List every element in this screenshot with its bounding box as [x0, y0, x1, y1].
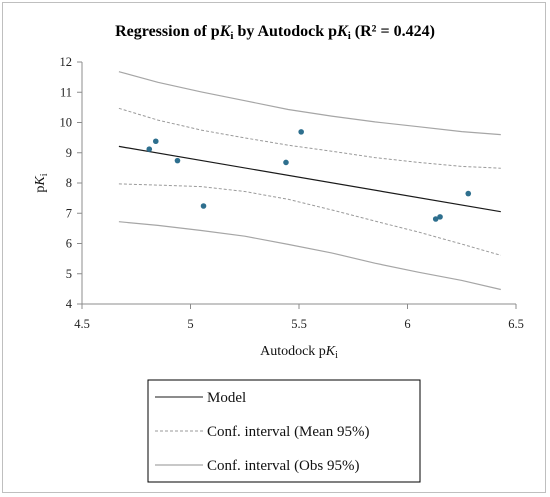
title-part: (R² = 0.424) — [351, 23, 435, 40]
data-point — [200, 203, 207, 209]
y-tick-label: 8 — [66, 176, 72, 190]
y-tick-label: 12 — [60, 55, 73, 69]
x-tick-label: 6 — [404, 317, 410, 331]
legend-model-label: Model — [207, 390, 246, 406]
data-point — [146, 146, 153, 152]
legend-ci-obs-label: Conf. interval (Obs 95%) — [207, 458, 359, 474]
y-ticks: 4 5 6 7 8 9 10 11 12 — [60, 55, 82, 311]
data-point — [174, 157, 181, 164]
y-tick-label: 6 — [66, 237, 72, 251]
ci-obs-lower-line — [118, 221, 501, 291]
x-tick-label: 4.5 — [74, 317, 90, 331]
title-part: Regression of p — [115, 23, 220, 40]
y-label-sub: i — [39, 173, 50, 176]
data-point — [152, 138, 159, 145]
legend-ci-mean-label: Conf. interval (Mean 95%) — [207, 424, 369, 440]
ci-obs-lines — [118, 71, 501, 291]
model-line-group — [118, 145, 501, 213]
x-label-sub: i — [335, 350, 338, 361]
y-tick-label: 4 — [66, 297, 73, 311]
ci-obs-upper-line — [118, 71, 501, 136]
data-point — [298, 129, 304, 135]
data-point — [432, 216, 439, 222]
y-tick-label: 10 — [60, 116, 73, 130]
y-label-k: K — [33, 176, 48, 187]
x-label-k: K — [325, 344, 336, 359]
x-tick-label: 5.5 — [291, 317, 307, 331]
y-tick-label: 11 — [60, 85, 72, 99]
title-k: K — [219, 23, 232, 40]
data-point — [465, 190, 472, 197]
title-part: by Autodock p — [233, 23, 337, 40]
x-label-text: Autodock p — [260, 344, 326, 359]
data-point — [437, 214, 443, 220]
x-tick-label: 6.5 — [508, 317, 524, 331]
ci-mean-lines — [118, 107, 501, 256]
y-label-text: p — [33, 186, 48, 193]
x-axis-label: Autodock pKi — [260, 344, 338, 361]
model-line — [118, 145, 501, 213]
y-tick-label: 5 — [66, 267, 72, 281]
title-k: K — [336, 23, 349, 40]
x-ticks: 4.5 5 5.5 6 6.5 — [74, 304, 524, 331]
chart-title: Regression of pKi by Autodock pKi (R² = … — [115, 23, 435, 42]
y-tick-label: 9 — [66, 146, 72, 160]
y-axis-label: pKi — [33, 173, 50, 192]
data-point — [283, 159, 289, 166]
title-sub: i — [348, 30, 351, 42]
title-sub: i — [230, 30, 233, 42]
y-tick-label: 7 — [66, 206, 72, 220]
data-points — [146, 129, 472, 222]
x-tick-label: 5 — [187, 317, 193, 331]
ci-mean-upper-line — [118, 107, 501, 169]
ci-mean-lower-line — [118, 183, 501, 256]
